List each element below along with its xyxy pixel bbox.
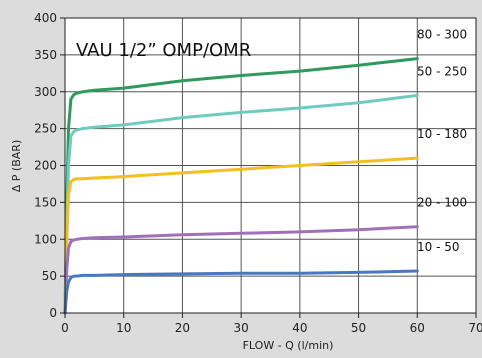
x-tick-label: 40 — [292, 321, 307, 335]
series-layer — [63, 57, 419, 315]
series-labels: 80 - 300 50 - 250 10 - 180 20 - 100 10 - 50 — [417, 28, 467, 254]
series-label-4: 20 - 100 — [417, 196, 467, 210]
y-tick-label: 200 — [34, 159, 57, 173]
x-tick-label: 60 — [410, 321, 425, 335]
y-axis-label: Δ P (BAR) — [10, 140, 23, 192]
y-tick-label: 0 — [49, 306, 57, 320]
series-label-2: 50 - 250 — [417, 64, 467, 78]
y-tick-label: 100 — [34, 232, 57, 246]
x-tick-label: 50 — [351, 321, 366, 335]
series-line-5 — [63, 269, 419, 315]
x-axis-label: FLOW - Q (l/min) — [243, 339, 334, 352]
series-line-1 — [63, 57, 419, 315]
y-tick-label: 300 — [34, 85, 57, 99]
chart-title: VAU 1/2” OMP/OMR — [76, 40, 251, 61]
series-label-3: 10 - 180 — [417, 127, 467, 141]
y-tick-label: 400 — [34, 11, 57, 25]
series-line-4 — [63, 225, 419, 315]
x-tick-label: 30 — [234, 321, 249, 335]
series-label-1: 80 - 300 — [417, 28, 467, 42]
x-tick-label: 0 — [61, 321, 69, 335]
x-tick-label: 70 — [468, 321, 482, 335]
y-tick-label: 150 — [34, 195, 57, 209]
x-tick-label: 20 — [175, 321, 190, 335]
y-tick-label: 50 — [42, 269, 57, 283]
y-tick-label: 250 — [34, 122, 57, 136]
ticks: 0 10 20 30 40 50 60 70 0 50 100 150 200 250 300 350 400 — [34, 11, 482, 335]
series-line-2 — [63, 93, 419, 315]
x-tick-label: 10 — [116, 321, 131, 335]
series-label-5: 10 - 50 — [417, 240, 460, 254]
y-tick-label: 350 — [34, 48, 57, 62]
series-line-3 — [63, 156, 419, 315]
